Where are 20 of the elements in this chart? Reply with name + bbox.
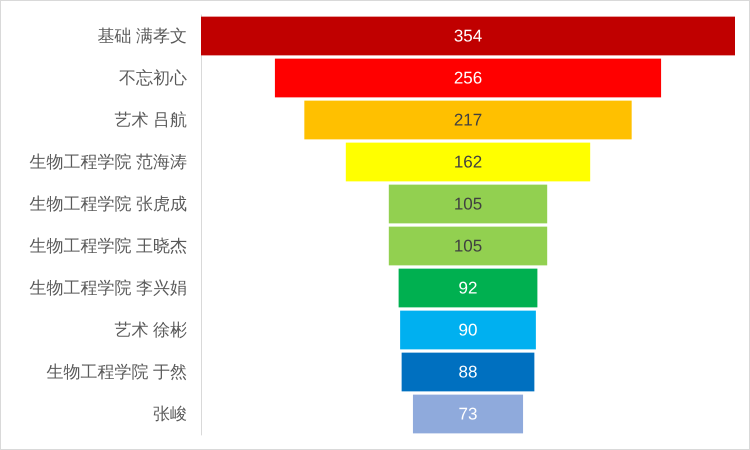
category-label: 生物工程学院 王晓杰 — [29, 236, 187, 256]
category-label: 生物工程学院 李兴娟 — [29, 278, 187, 298]
category-label: 生物工程学院 于然 — [46, 362, 187, 382]
category-label: 生物工程学院 张虎成 — [29, 194, 187, 214]
category-label: 不忘初心 — [119, 68, 187, 88]
data-label: 217 — [454, 110, 482, 130]
data-label: 92 — [458, 278, 478, 298]
category-label: 艺术 徐彬 — [114, 320, 187, 340]
category-label: 艺术 吕航 — [114, 110, 187, 130]
data-label: 88 — [458, 362, 478, 382]
data-label: 73 — [458, 404, 478, 424]
data-label: 162 — [454, 152, 482, 172]
data-label: 354 — [454, 26, 482, 46]
data-label: 90 — [458, 320, 478, 340]
category-label: 生物工程学院 范海涛 — [29, 152, 187, 172]
data-label: 105 — [454, 194, 482, 214]
data-label: 105 — [454, 236, 482, 256]
category-label: 基础 满孝文 — [97, 26, 187, 46]
data-label: 256 — [454, 68, 482, 88]
category-label: 张峻 — [153, 404, 187, 424]
